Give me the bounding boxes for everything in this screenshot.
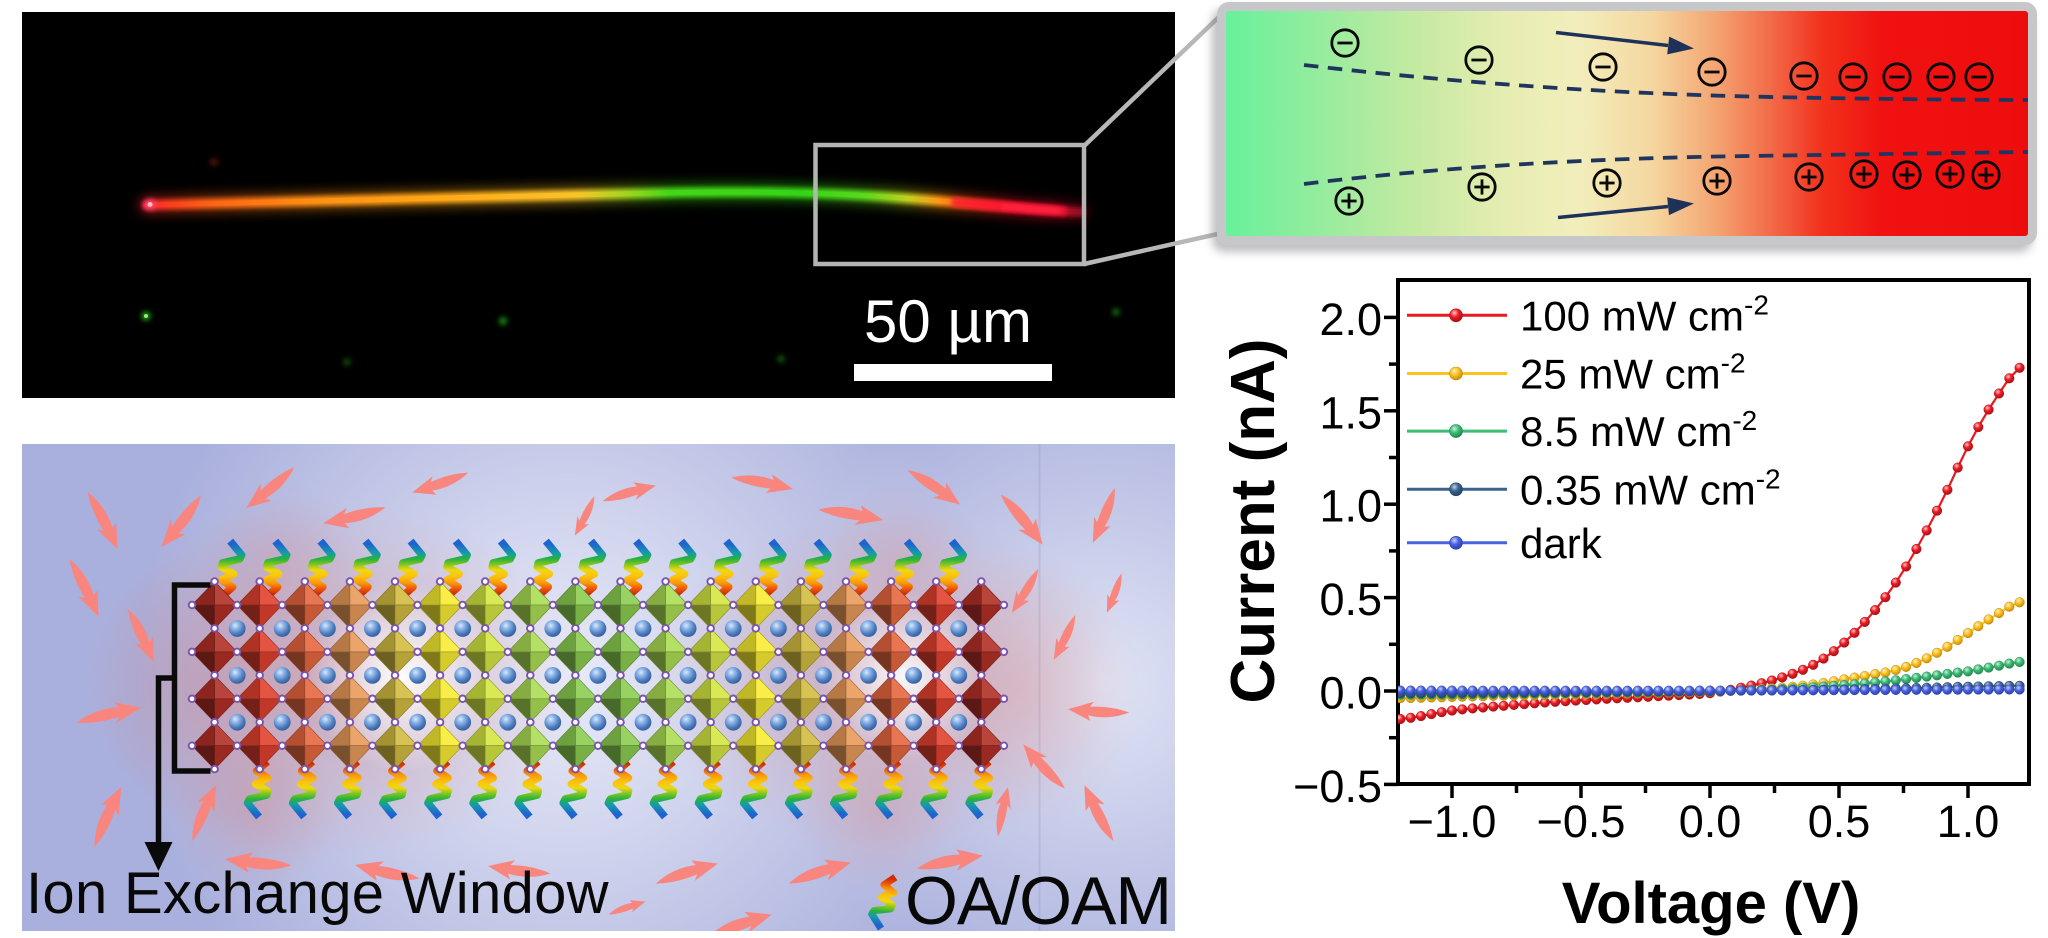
svg-text:0.5: 0.5 <box>1319 574 1382 625</box>
svg-text:100 mW cm-2: 100 mW cm-2 <box>1520 289 1769 339</box>
svg-text:−0.5: −0.5 <box>1293 761 1382 812</box>
svg-text:0.35 mW cm-2: 0.35 mW cm-2 <box>1520 463 1781 513</box>
svg-text:Ion Exchange Window: Ion Exchange Window <box>26 861 610 926</box>
svg-text:50 µm: 50 µm <box>864 288 1032 355</box>
svg-text:2.0: 2.0 <box>1319 294 1382 345</box>
svg-text:1.0: 1.0 <box>1319 481 1382 532</box>
svg-text:OA/OAM: OA/OAM <box>905 863 1171 931</box>
svg-text:dark: dark <box>1520 520 1603 567</box>
svg-text:Current (nA): Current (nA) <box>1219 338 1288 703</box>
svg-text:0.0: 0.0 <box>1319 668 1382 719</box>
svg-text:8.5 mW cm-2: 8.5 mW cm-2 <box>1520 405 1757 455</box>
svg-text:25 mW cm-2: 25 mW cm-2 <box>1520 348 1746 398</box>
svg-text:0.0: 0.0 <box>1679 796 1742 847</box>
svg-text:0.5: 0.5 <box>1808 796 1871 847</box>
svg-text:−1.0: −1.0 <box>1408 796 1497 847</box>
svg-text:1.0: 1.0 <box>1937 796 2000 847</box>
svg-text:−0.5: −0.5 <box>1537 796 1626 847</box>
svg-text:Voltage (V): Voltage (V) <box>1562 871 1861 936</box>
svg-text:1.5: 1.5 <box>1319 387 1382 438</box>
